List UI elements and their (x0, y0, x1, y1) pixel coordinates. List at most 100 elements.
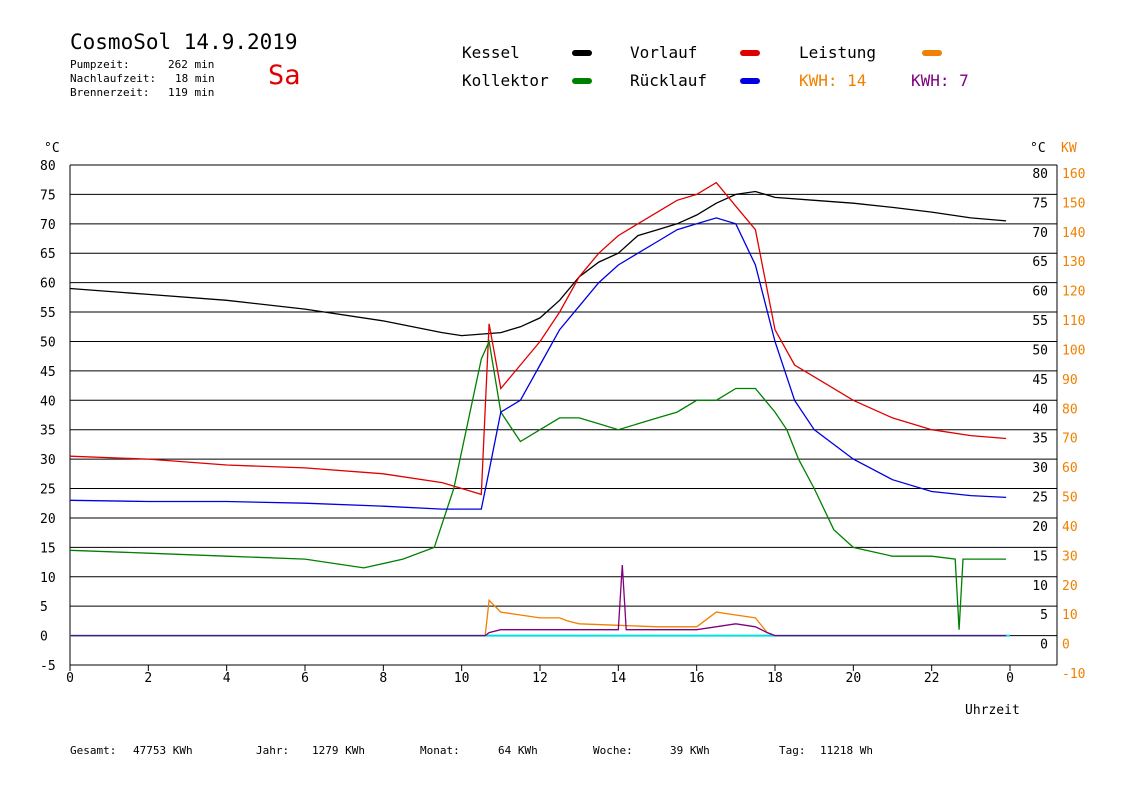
y-tick-label-left: 10 (40, 571, 56, 586)
y-tick-label-right-kw: 120 (1062, 285, 1085, 300)
legend-swatch-leistung (922, 50, 942, 56)
y-tick-label-right-c: 25 (1032, 491, 1048, 506)
y-tick-label-left: 75 (40, 188, 56, 203)
legend-swatch-ruecklauf (740, 78, 760, 84)
y-tick-label-right-kw: 80 (1062, 402, 1078, 417)
y-tick-label-left: -5 (40, 659, 56, 674)
x-tick-label: 20 (846, 671, 862, 686)
footer-value-tag: 11218 Wh (820, 744, 873, 757)
y-tick-label-left: 50 (40, 335, 56, 350)
footer-label-jahr: Jahr: (256, 744, 290, 757)
y-tick-label-right-kw: 0 (1062, 638, 1070, 653)
y-tick-label-right-kw: 50 (1062, 491, 1078, 506)
y-tick-label-right-kw: 130 (1062, 255, 1085, 270)
y-tick-label-right-c: 50 (1032, 343, 1048, 358)
x-tick-label: 0 (66, 671, 74, 686)
footer-label-woche: Woche: (593, 744, 633, 757)
x-tick-label: 0 (1006, 671, 1014, 686)
series-line-kollektor (69, 339, 1007, 630)
y-tick-label-right-c: 5 (1040, 608, 1048, 623)
x-tick-label: 18 (767, 671, 783, 686)
y-tick-label-left: 25 (40, 483, 56, 498)
legend-label-leistung: Leistung (799, 43, 877, 62)
legend-swatch-kessel (572, 50, 592, 56)
y-tick-label-right-kw: 30 (1062, 549, 1078, 564)
y-tick-label-right-c: 0 (1040, 638, 1048, 653)
y-tick-label-right-c: 60 (1032, 285, 1048, 300)
y-tick-label-right-c: 80 (1032, 167, 1048, 182)
series-line-vorlauf (69, 181, 1007, 496)
y-tick-label-left: 35 (40, 424, 56, 439)
series-line-kessel (69, 190, 1007, 337)
legend-label-kollektor: Kollektor (462, 71, 549, 90)
x-tick-label: 22 (924, 671, 940, 686)
x-tick-label: 14 (611, 671, 627, 686)
y-tick-label-right-c: 65 (1032, 255, 1048, 270)
y-axis-unit-right-kw: KW (1061, 141, 1077, 156)
footer-value-woche: 39 KWh (670, 744, 710, 757)
x-tick-label: 4 (223, 671, 231, 686)
legend-label-vorlauf: Vorlauf (630, 43, 698, 62)
y-tick-label-right-kw: 70 (1062, 432, 1078, 447)
y-tick-label-left: 60 (40, 277, 56, 292)
series-line-r-cklauf (69, 217, 1007, 510)
y-tick-label-right-kw: 140 (1062, 226, 1085, 241)
x-tick-label: 12 (532, 671, 548, 686)
kwh-total-orange: KWH: 14 (799, 71, 867, 90)
y-tick-label-right-c: 20 (1032, 520, 1048, 535)
x-tick-label: 2 (144, 671, 152, 686)
y-tick-label-right-kw: 40 (1062, 520, 1078, 535)
y-axis-unit-right-c: °C (1030, 141, 1046, 156)
y-tick-label-right-kw: 10 (1062, 608, 1078, 623)
footer-value-gesamt: 47753 KWh (133, 744, 193, 757)
stat-value-pumpzeit: 262 min (168, 58, 215, 71)
y-tick-label-left: 40 (40, 394, 56, 409)
kwh-total-purple: KWH: 7 (911, 71, 969, 90)
legend-swatch-vorlauf (740, 50, 760, 56)
y-tick-label-right-kw: 150 (1062, 196, 1085, 211)
y-tick-label-left: 15 (40, 541, 56, 556)
y-tick-label-left: 0 (40, 630, 48, 645)
stat-label-pumpzeit: Pumpzeit: (70, 58, 130, 71)
y-tick-label-left: 45 (40, 365, 56, 380)
y-tick-label-left: 30 (40, 453, 56, 468)
stat-value-nachlaufzeit: 18 min (175, 72, 215, 85)
y-tick-label-right-kw: 60 (1062, 461, 1078, 476)
y-tick-label-right-c: 10 (1032, 579, 1048, 594)
weekday-label: Sa (268, 60, 301, 91)
stat-label-nachlaufzeit: Nachlaufzeit: (70, 72, 157, 85)
y-tick-label-right-kw: 160 (1062, 167, 1085, 182)
y-tick-label-left: 55 (40, 306, 56, 321)
footer-label-gesamt: Gesamt: (70, 744, 117, 757)
y-tick-label-right-c: 30 (1032, 461, 1048, 476)
footer-label-monat: Monat: (420, 744, 460, 757)
y-tick-label-left: 20 (40, 512, 56, 527)
y-axis-unit-left: °C (44, 141, 60, 156)
y-tick-label-left: 80 (40, 159, 56, 174)
series-line-leistung (70, 598, 1007, 637)
stat-label-brennerzeit: Brennerzeit: (70, 86, 150, 99)
y-tick-label-right-kw: -10 (1062, 667, 1085, 682)
x-tick-label: 16 (689, 671, 705, 686)
series-line-kwh-7 (70, 564, 1007, 637)
x-tick-label: 6 (301, 671, 309, 686)
legend-label-ruecklauf: Rücklauf (630, 71, 708, 90)
y-tick-label-right-c: 45 (1032, 373, 1048, 388)
footer-value-monat: 64 KWh (498, 744, 538, 757)
y-tick-label-right-kw: 100 (1062, 343, 1085, 358)
y-tick-label-left: 5 (40, 600, 48, 615)
x-tick-label: 10 (454, 671, 470, 686)
footer-label-tag: Tag: (779, 744, 806, 757)
y-tick-label-right-c: 15 (1032, 549, 1048, 564)
legend-swatch-kollektor (572, 78, 592, 84)
footer-value-jahr: 1279 KWh (312, 744, 365, 757)
y-tick-label-right-kw: 110 (1062, 314, 1085, 329)
x-tick-label: 8 (379, 671, 387, 686)
y-tick-label-right-c: 75 (1032, 196, 1048, 211)
y-tick-label-left: 65 (40, 247, 56, 262)
y-tick-label-right-c: 35 (1032, 432, 1048, 447)
x-axis-label: Uhrzeit (965, 703, 1020, 718)
stat-value-brennerzeit: 119 min (168, 86, 215, 99)
legend-label-kessel: Kessel (462, 43, 520, 62)
